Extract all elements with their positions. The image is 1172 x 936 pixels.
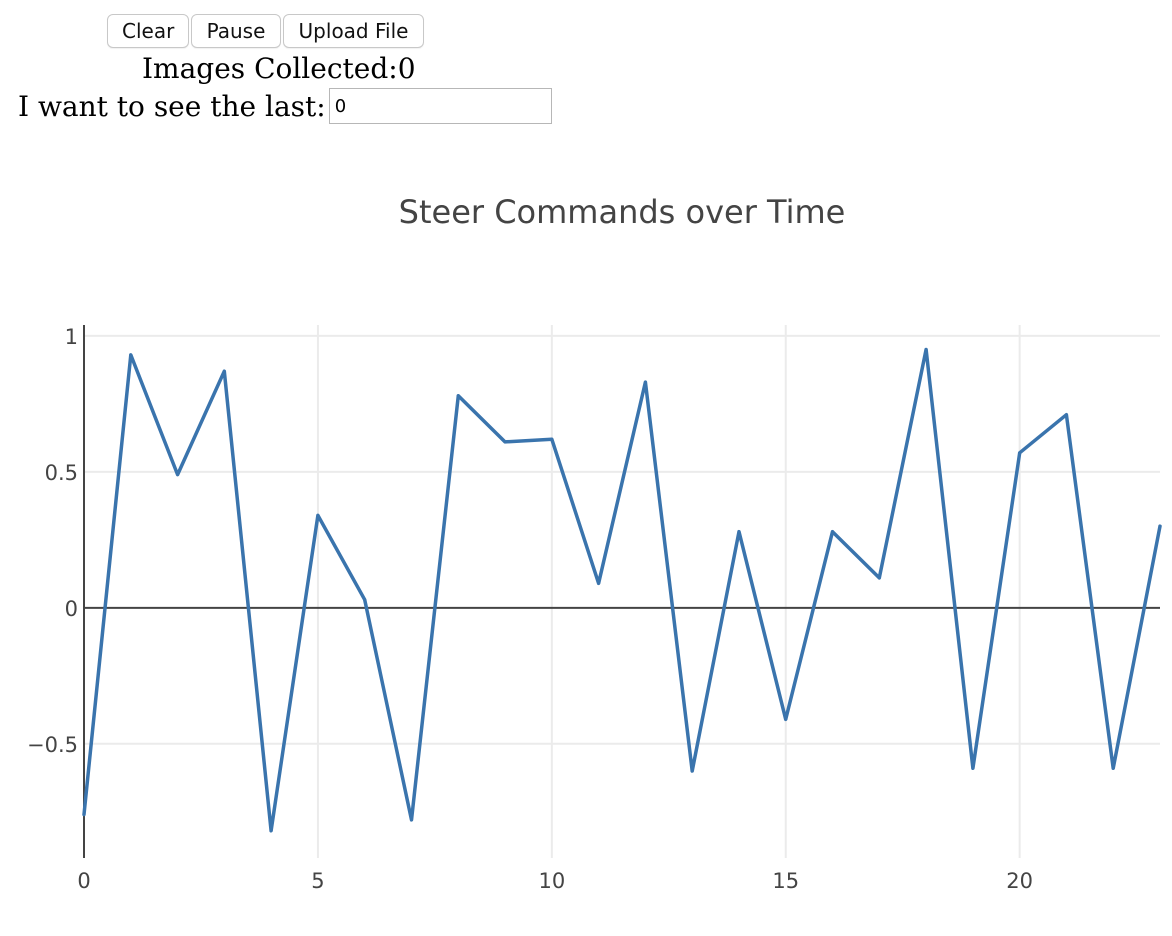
last-count-label: I want to see the last: bbox=[18, 89, 326, 123]
y-tick-label: 0 bbox=[65, 597, 78, 621]
data-point bbox=[176, 473, 180, 477]
x-tick-label: 0 bbox=[77, 869, 90, 893]
data-point bbox=[737, 530, 741, 534]
data-point bbox=[316, 513, 320, 517]
pause-button[interactable]: Pause bbox=[191, 14, 281, 48]
upload-file-button[interactable]: Upload File bbox=[283, 14, 424, 48]
y-tick-label: 1 bbox=[65, 325, 78, 349]
x-tick-label: 20 bbox=[1006, 869, 1033, 893]
x-tick-label: 10 bbox=[538, 869, 565, 893]
data-point bbox=[831, 530, 835, 534]
last-count-input[interactable] bbox=[328, 88, 552, 124]
steer-chart: Steer Commands over Time 0 5 10 15 20 −0.5 0 0.5… bbox=[27, 193, 1162, 893]
clear-button[interactable]: Clear bbox=[107, 14, 189, 48]
data-point bbox=[1018, 451, 1022, 455]
data-point bbox=[597, 581, 601, 585]
data-point bbox=[690, 769, 694, 773]
images-collected-text: Images Collected:0 bbox=[142, 52, 416, 85]
series-line bbox=[82, 347, 1162, 833]
data-point bbox=[1064, 413, 1068, 417]
y-tick-label: 0.5 bbox=[45, 461, 78, 485]
data-point bbox=[784, 717, 788, 721]
x-tick-label: 5 bbox=[311, 869, 324, 893]
data-point bbox=[129, 353, 133, 357]
chart-title: Steer Commands over Time bbox=[399, 193, 846, 231]
x-tick-label: 15 bbox=[772, 869, 799, 893]
data-point bbox=[643, 380, 647, 384]
data-point bbox=[269, 829, 273, 833]
data-point bbox=[456, 394, 460, 398]
data-point bbox=[971, 766, 975, 770]
data-point bbox=[1111, 766, 1115, 770]
data-point bbox=[409, 818, 413, 822]
y-tick-label: −0.5 bbox=[27, 733, 78, 757]
data-point bbox=[877, 576, 881, 580]
data-point bbox=[82, 812, 86, 816]
data-point bbox=[503, 440, 507, 444]
data-point bbox=[924, 347, 928, 351]
data-point bbox=[1158, 524, 1162, 528]
last-count-row: I want to see the last: bbox=[18, 88, 552, 124]
toolbar: Clear Pause Upload File bbox=[107, 14, 424, 48]
data-point bbox=[550, 437, 554, 441]
data-point bbox=[363, 598, 367, 602]
data-point bbox=[222, 369, 226, 373]
